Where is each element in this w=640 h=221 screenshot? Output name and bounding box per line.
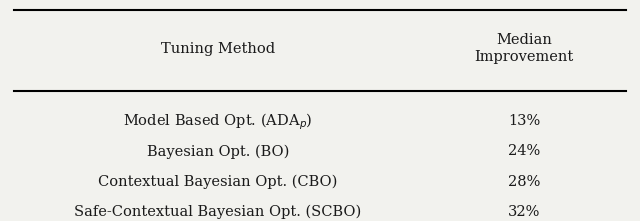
Text: Tuning Method: Tuning Method [161, 42, 275, 55]
Text: 32%: 32% [508, 204, 540, 219]
Text: 24%: 24% [508, 145, 540, 158]
Text: Bayesian Opt. (BO): Bayesian Opt. (BO) [147, 144, 289, 159]
Text: Median
Improvement: Median Improvement [474, 33, 573, 64]
Text: 28%: 28% [508, 175, 540, 189]
Text: Model Based Opt. (ADA$_p$): Model Based Opt. (ADA$_p$) [124, 111, 313, 132]
Text: Safe-Contextual Bayesian Opt. (SCBO): Safe-Contextual Bayesian Opt. (SCBO) [74, 204, 362, 219]
Text: Contextual Bayesian Opt. (CBO): Contextual Bayesian Opt. (CBO) [99, 174, 338, 189]
Text: 13%: 13% [508, 114, 540, 128]
